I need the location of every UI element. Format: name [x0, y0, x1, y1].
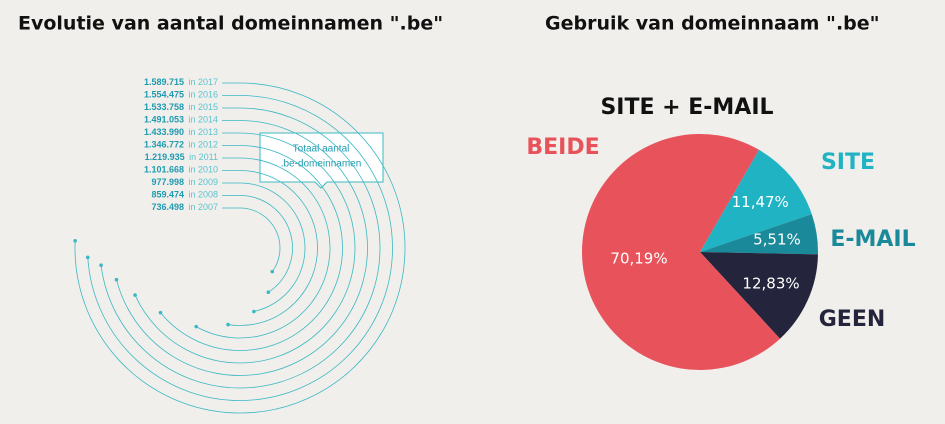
ring-label: 1.219.935 in 2011	[145, 149, 218, 166]
ring-label: 1.554.475 in 2016	[144, 87, 218, 104]
arc-end	[99, 263, 103, 268]
category-label: in 2013	[188, 127, 218, 137]
pie-slice	[581, 133, 780, 371]
value-label: 1.433.990	[144, 127, 184, 137]
arc-bar	[228, 170, 318, 326]
callout-text: .be-domeinnamen	[281, 159, 362, 170]
ring-label: 1.491.053 in 2014	[144, 112, 218, 129]
arc-end	[73, 238, 77, 243]
value-label: 1.533.758	[144, 102, 184, 112]
arc-bar	[239, 207, 281, 272]
arc-bar	[87, 95, 393, 401]
pie-slice	[700, 252, 818, 339]
arc-bar	[160, 145, 343, 351]
ring-label: 859.474 in 2008	[151, 187, 218, 204]
value-label: 5,51%	[753, 231, 801, 249]
chart-title: Gebruik van domeinnaam ".be"	[545, 13, 880, 35]
arc-bar	[134, 132, 356, 364]
category-label: in 2012	[188, 140, 218, 150]
arc-end	[270, 269, 275, 274]
category-label: BEIDE	[526, 135, 599, 160]
category-label: in 2017	[188, 77, 218, 87]
category-label: in 2016	[188, 90, 218, 100]
arc-end	[114, 277, 119, 282]
value-label: 1.589.715	[144, 77, 184, 87]
value-label: 11,47%	[732, 193, 789, 211]
pie-annotation: SITE + E-MAIL	[600, 95, 773, 120]
arc-end	[133, 293, 137, 297]
arc-bar	[74, 82, 406, 414]
arc-bar	[116, 120, 368, 376]
value-label: 1.219.935	[145, 152, 185, 162]
value-label: 1.554.475	[144, 90, 184, 100]
category-label: in 2015	[188, 102, 218, 112]
category-label: in 2009	[188, 177, 218, 187]
category-label: in 2014	[188, 115, 218, 125]
value-label: 70,19%	[610, 249, 667, 267]
value-label: 1.101.668	[144, 165, 184, 175]
category-label: in 2008	[188, 190, 218, 200]
category-label: GEEN	[819, 307, 886, 332]
value-label: 859.474	[151, 190, 184, 200]
callout-box	[259, 132, 384, 189]
ring-label: 1.433.990 in 2013	[144, 124, 218, 141]
arc-bar	[239, 182, 306, 312]
category-label: SITE	[821, 150, 875, 175]
ring-label: 736.498 in 2007	[151, 199, 218, 216]
arc-bar	[100, 107, 381, 389]
value-label: 12,83%	[742, 274, 799, 292]
arc-end	[266, 290, 271, 294]
value-label: 1.346.772	[144, 140, 184, 150]
pie-slice	[700, 149, 812, 252]
arc-bar	[239, 195, 293, 293]
arc-bar	[195, 157, 331, 339]
category-label: E-MAIL	[830, 227, 915, 252]
ring-label: 977.998 in 2009	[151, 174, 218, 191]
pie-slice	[700, 214, 818, 255]
category-label: in 2007	[188, 202, 218, 212]
arc-end	[194, 324, 198, 329]
chart-title: Evolutie van aantal domeinnamen ".be"	[18, 13, 443, 35]
category-label: in 2011	[189, 152, 218, 162]
ring-label: 1.346.772 in 2012	[144, 137, 218, 154]
arc-end	[85, 255, 90, 260]
category-label: in 2010	[188, 165, 218, 175]
ring-label: 1.533.758 in 2015	[144, 99, 218, 116]
arc-end	[252, 309, 256, 314]
value-label: 1.491.053	[144, 115, 184, 125]
ring-label: 1.589.715 in 2017	[144, 74, 218, 91]
arc-end	[226, 322, 230, 327]
ring-label: 1.101.668 in 2010	[144, 162, 218, 179]
value-label: 736.498	[151, 202, 184, 212]
value-label: 977.998	[151, 177, 184, 187]
arc-end	[158, 310, 163, 315]
